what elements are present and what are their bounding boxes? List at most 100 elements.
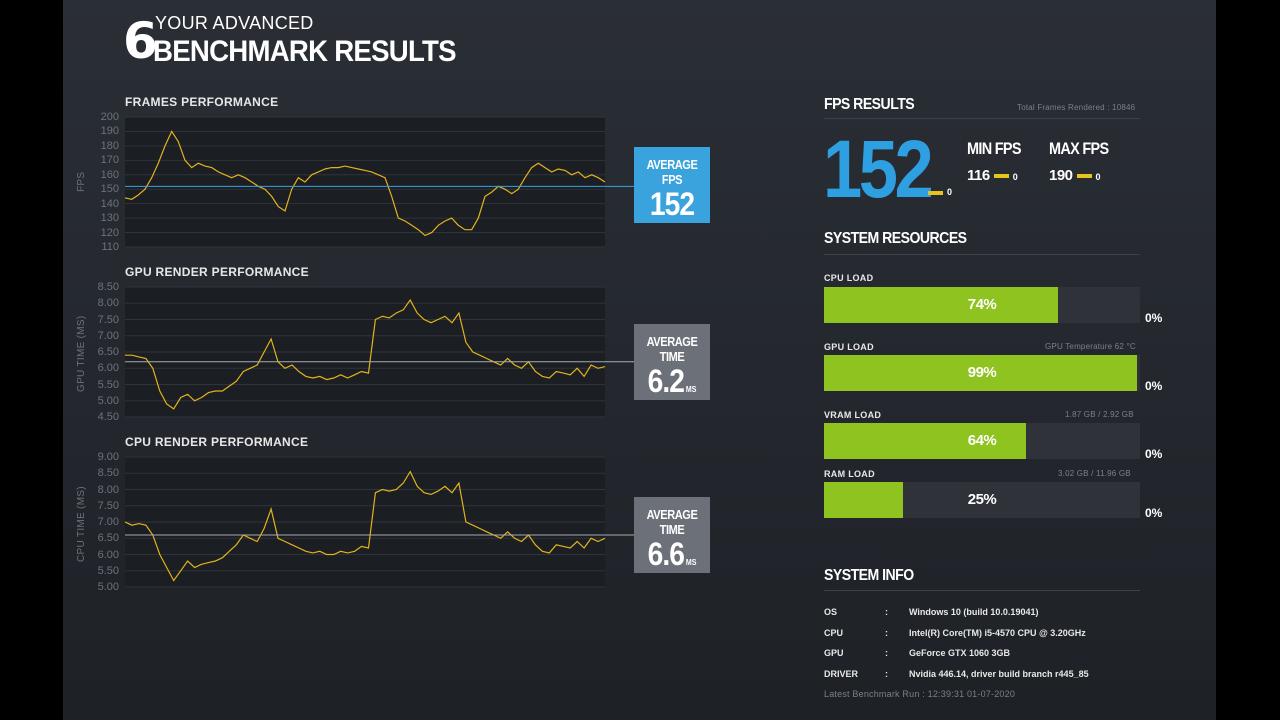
system-resources-title: SYSTEM RESOURCES (824, 230, 967, 247)
total-frames-rendered: Total Frames Rendered : 10846 (1017, 103, 1136, 112)
max-fps-row: 190 0 (1049, 167, 1100, 184)
page-title: BENCHMARK RESULTS (153, 35, 457, 68)
y-tick-label: 7.00 (97, 516, 119, 528)
y-tick-label: 6.00 (97, 362, 119, 375)
average-fps-box: AVERAGE FPS 152 (634, 147, 710, 223)
y-tick-label: 8.50 (97, 467, 119, 480)
gpu-load-delta: 0% (1145, 379, 1163, 393)
y-tick-label: 8.50 (97, 281, 119, 293)
gpu-temperature: GPU Temperature 62 °C (1045, 342, 1136, 351)
y-tick-label: 5.00 (97, 394, 119, 407)
cpu-load-label: CPU LOAD (824, 273, 874, 283)
y-tick-label: 4.50 (97, 411, 119, 423)
vram-load-percent: 64% (967, 432, 997, 449)
series-line (124, 470, 606, 582)
average-cpu-time-box: AVERAGE TIME 6.6 MS (634, 497, 710, 573)
y-tick-label: 130 (100, 212, 119, 225)
y-tick-label: 110 (101, 241, 119, 253)
average-gpu-time-unit: MS (685, 385, 697, 394)
latest-benchmark-run: Latest Benchmark Run : 12:39:31 01-07-20… (824, 689, 1016, 699)
gpu-load-label: GPU LOAD (824, 342, 874, 352)
y-tick-label: 8.00 (97, 483, 119, 496)
system-info-divider (824, 590, 1140, 591)
average-fps-big: 152 (823, 124, 934, 215)
average-cpu-time-label: AVERAGE TIME (646, 507, 698, 537)
y-tick-label: 170 (100, 154, 119, 167)
cpu-load-delta: 0% (1145, 311, 1163, 325)
gpu-load-bar: 99% (824, 355, 1140, 391)
delta-bar-icon (928, 190, 943, 195)
y-tick-label: 190 (100, 125, 119, 138)
y-tick-label: 7.50 (97, 313, 119, 326)
y-tick-label: 5.50 (97, 564, 119, 577)
sysinfo-separator: : (885, 648, 888, 658)
header-subtitle: YOUR ADVANCED (155, 13, 314, 33)
gpu-load-percent: 99% (967, 364, 997, 381)
ram-load-label: RAM LOAD (824, 469, 875, 479)
benchmark-screen: 6 YOUR ADVANCED BENCHMARK RESULTS FRAMES… (63, 0, 1216, 720)
sysinfo-os-key: OS (824, 607, 838, 617)
system-info-title: SYSTEM INFO (824, 567, 914, 584)
sysinfo-separator: : (885, 669, 888, 679)
average-gpu-time-box: AVERAGE TIME 6.2 MS (634, 324, 710, 400)
ram-load-delta: 0% (1145, 506, 1163, 520)
average-fps-label: AVERAGE FPS (646, 157, 698, 187)
max-fps-label: MAX FPS (1049, 139, 1109, 158)
ram-usage: 3.02 GB / 11.96 GB (1058, 469, 1131, 478)
cpu-chart-title: CPU RENDER PERFORMANCE (125, 435, 309, 449)
frames-chart-title: FRAMES PERFORMANCE (125, 95, 279, 109)
min-fps-row: 116 0 (967, 167, 1018, 184)
cpu-load-percent: 74% (967, 296, 997, 313)
gpu-chart-title: GPU RENDER PERFORMANCE (125, 265, 309, 279)
max-fps-delta: 0 (1095, 172, 1101, 182)
fps-results-title: FPS RESULTS (824, 96, 915, 113)
y-tick-label: 200 (100, 111, 119, 123)
average-cpu-time-unit: MS (685, 558, 697, 567)
ram-load-percent: 25% (967, 491, 997, 508)
min-fps-delta: 0 (1012, 172, 1018, 182)
ram-load-fill (824, 482, 903, 518)
y-tick-label: 5.50 (97, 378, 119, 391)
sysinfo-separator: : (885, 628, 888, 638)
y-tick-label: 6.50 (97, 532, 119, 545)
y-tick-label: 7.00 (97, 329, 119, 342)
vram-load-fill (824, 423, 1027, 459)
min-fps-label: MIN FPS (967, 139, 1022, 158)
vram-load-label: VRAM LOAD (824, 410, 882, 420)
sysinfo-driver-key: DRIVER (824, 669, 859, 679)
delta-bar-icon (1076, 174, 1092, 179)
sysinfo-driver-value: Nvidia 446.14, driver build branch r445_… (909, 669, 1089, 679)
vram-load-delta: 0% (1145, 447, 1163, 461)
vram-load-bar: 64% (824, 423, 1140, 459)
average-fps-value: 152 (649, 186, 695, 222)
gpu-load-fill (824, 355, 1137, 391)
sysinfo-os-value: Windows 10 (build 10.0.19041) (909, 607, 1039, 617)
max-fps-value: 190 (1049, 167, 1073, 184)
average-gpu-time-value: 6.2 (647, 363, 685, 399)
y-tick-label: 140 (100, 197, 119, 210)
y-tick-label: 120 (100, 226, 119, 239)
sysinfo-gpu-value: GeForce GTX 1060 3GB (909, 648, 1011, 658)
ram-load-bar: 25% (824, 482, 1140, 518)
sysinfo-cpu-key: CPU (824, 628, 844, 638)
average-cpu-time-value: 6.6 (647, 536, 685, 572)
sysinfo-gpu-key: GPU (824, 648, 844, 658)
gpu-chart (125, 286, 634, 418)
series-line (125, 298, 606, 410)
frames-chart-plot (125, 117, 605, 247)
frames-chart (124, 116, 634, 248)
y-tick-label: 8.00 (97, 297, 119, 310)
rainbow-six-logo: 6 (123, 12, 158, 70)
series-line (124, 130, 606, 237)
sysinfo-separator: : (885, 607, 888, 617)
y-tick-label: 7.50 (97, 499, 119, 512)
y-tick-label: 9.00 (97, 451, 119, 463)
y-tick-label: 6.00 (97, 548, 119, 561)
cpu-load-bar: 74% (824, 287, 1140, 323)
y-tick-label: 180 (100, 139, 119, 152)
y-tick-label: 5.00 (97, 581, 119, 593)
vram-usage: 1.87 GB / 2.92 GB (1065, 410, 1134, 419)
min-fps-value: 116 (967, 167, 990, 184)
cpu-load-fill (824, 287, 1058, 323)
y-tick-label: 160 (100, 168, 119, 181)
